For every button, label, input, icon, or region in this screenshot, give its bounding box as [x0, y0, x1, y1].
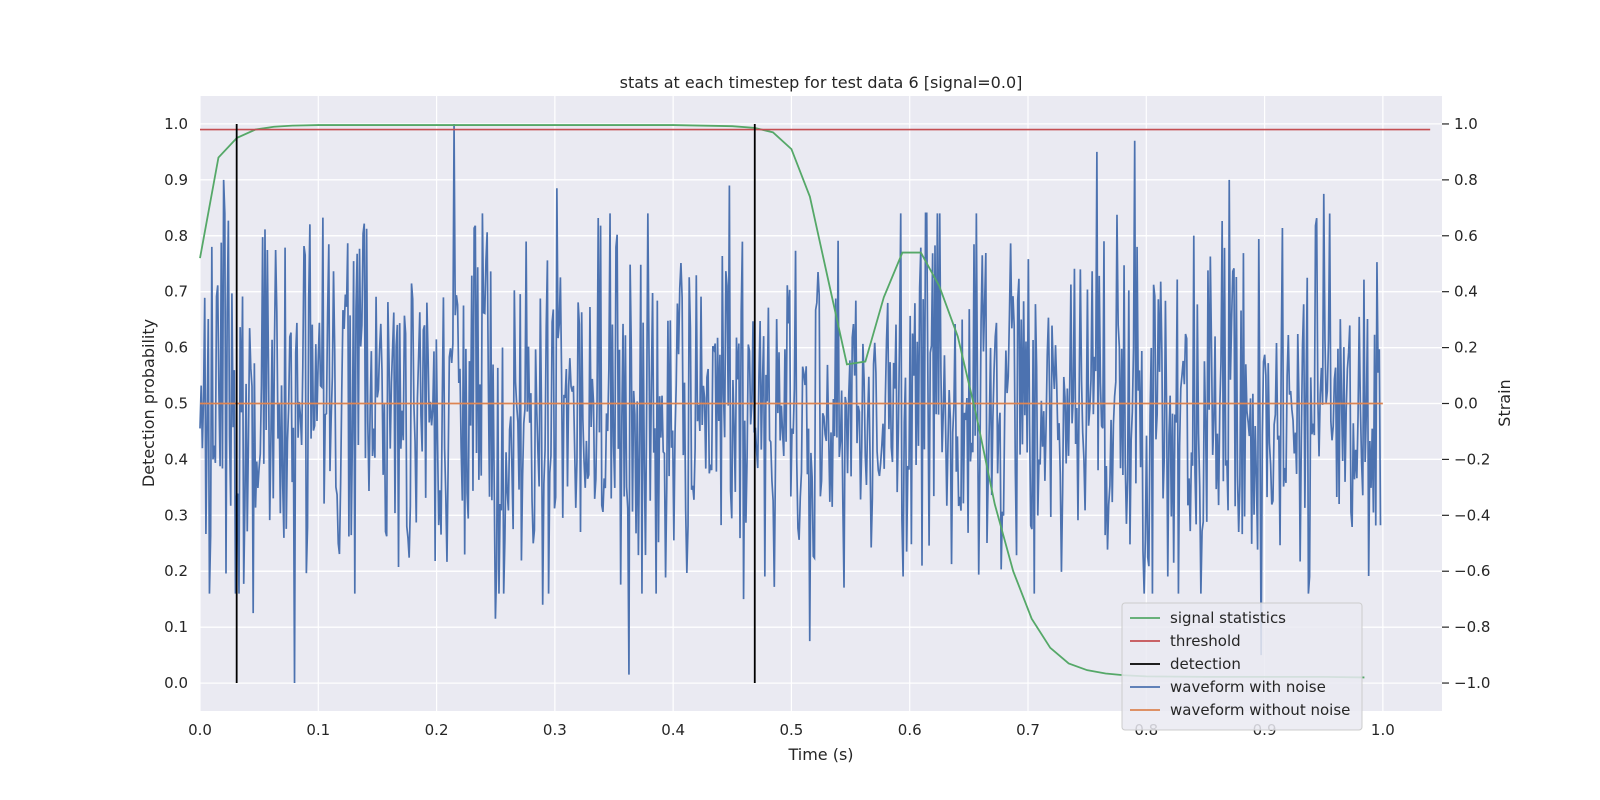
y-tick-label: 0.2 [164, 562, 188, 580]
x-tick-label: 1.0 [1371, 721, 1395, 739]
chart-title: stats at each timestep for test data 6 [… [620, 73, 1023, 92]
y2-axis-label: Strain [1495, 379, 1514, 426]
y2-tick-label: −0.6 [1454, 562, 1490, 580]
legend-label: detection [1170, 655, 1241, 673]
legend: signal statistics threshold detection wavef… [1121, 602, 1363, 731]
tick-layer: 0.0 0.1 0.2 0.3 0.4 0.5 0.6 0.7 0.8 0.9 1.0 0.0 0.1 0… [164, 115, 1490, 739]
x-tick-label: 0.1 [306, 721, 330, 739]
x-tick-label: 0.0 [188, 721, 212, 739]
x-tick-label: 0.3 [543, 721, 567, 739]
y-tick-label: 0.4 [164, 450, 188, 468]
y-tick-label: 0.8 [164, 227, 188, 245]
x-tick-label: 0.6 [898, 721, 922, 739]
y-tick-label: 0.5 [164, 395, 188, 413]
x-axis-label: Time (s) [787, 745, 853, 764]
x-tick-label: 0.4 [661, 721, 685, 739]
y2-tick-label: −1.0 [1454, 674, 1490, 692]
y2-tick-label: −0.4 [1454, 506, 1490, 524]
y2-tick-label: 0.8 [1454, 171, 1478, 189]
y2-tick-label: 0.4 [1454, 283, 1478, 301]
y-tick-label: 0.6 [164, 339, 188, 357]
y-tick-label: 1.0 [164, 115, 188, 133]
y2-tick-label: 0.2 [1454, 339, 1478, 357]
x-tick-label: 0.2 [425, 721, 449, 739]
x-tick-label: 0.7 [1016, 721, 1040, 739]
y2-tick-label: −0.2 [1454, 450, 1490, 468]
y2-tick-label: −0.8 [1454, 618, 1490, 636]
series-layer [199, 123, 1431, 684]
y-tick-label: 0.0 [164, 674, 188, 692]
legend-label: signal statistics [1170, 609, 1286, 627]
y2-tick-label: 0.6 [1454, 227, 1478, 245]
y-tick-label: 0.3 [164, 506, 188, 524]
y2-tick-label: 1.0 [1454, 115, 1478, 133]
legend-label: waveform without noise [1170, 701, 1350, 719]
series-waveform-with-noise [199, 123, 1382, 684]
y2-tick-label: 0.0 [1454, 395, 1478, 413]
y-tick-label: 0.9 [164, 171, 188, 189]
y-axis-label: Detection probability [139, 319, 158, 487]
series-signal-statistics [199, 124, 1365, 679]
legend-label: waveform with noise [1170, 678, 1326, 696]
legend-label: threshold [1170, 632, 1241, 650]
y-tick-label: 0.7 [164, 283, 188, 301]
x-tick-label: 0.5 [779, 721, 803, 739]
y-tick-label: 0.1 [164, 618, 188, 636]
legend-box [1121, 602, 1363, 731]
